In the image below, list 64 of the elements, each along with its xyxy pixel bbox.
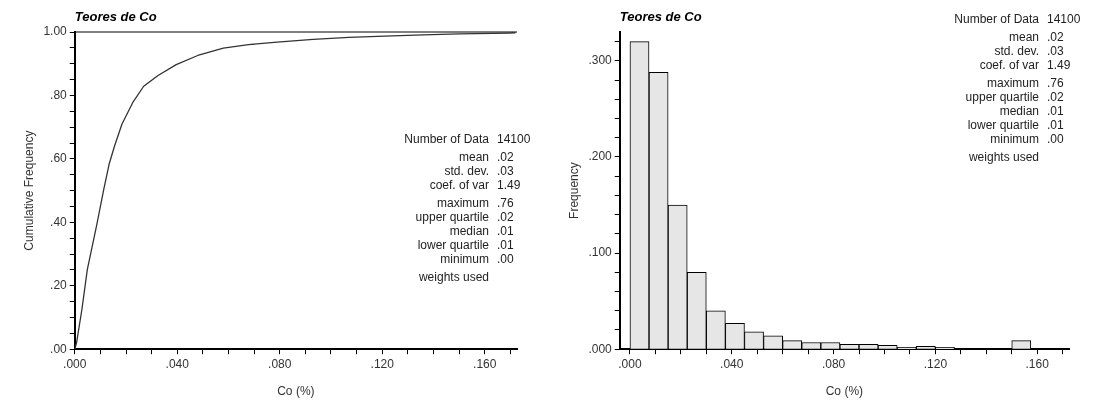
x-tick-label: .000 [63,356,87,371]
annotation: mean [458,150,489,165]
annotation: Number of Data [404,132,490,147]
y-tick-label: .300 [588,53,613,68]
chart-title: Teores de Co [74,9,157,25]
annotation: weights used [967,150,1039,165]
x-tick-label: .040 [720,356,744,371]
x-tick-label: .000 [618,356,642,371]
y-tick-label: .80 [50,87,68,102]
y-tick-label: .100 [588,245,613,260]
annotation: .76 [1047,76,1065,91]
x-tick-label: .120 [370,356,395,371]
text: Number of Data [954,12,1040,27]
y-tick-label: .00 [50,341,68,356]
annotation: minimum [990,132,1039,147]
x-axis-title: Co (%) [825,384,864,399]
annotation: coef. of var [979,58,1039,73]
y-tick-label: .40 [50,214,68,229]
annotation: maximum [986,76,1039,91]
y-axis-title: Frequency [566,162,581,219]
annotation: .01 [1047,104,1065,119]
annotation: median [999,104,1039,119]
y-axis-title: Cumulative Frequency [21,130,36,251]
annotation: .76 [497,196,515,211]
annotation: .01 [1047,118,1065,133]
x-tick-label: .080 [821,356,846,371]
chart-title: Teores de Co [619,9,702,25]
annotation: 14100 [497,132,531,147]
annotation: 1.49 [497,178,521,193]
y-tick-label: .200 [588,149,613,164]
x-axis-title: Co (%) [277,384,315,399]
x-tick-label: .160 [473,356,497,371]
annotation: .03 [1047,44,1065,59]
annotation: lower quartile [967,118,1040,133]
y-tick-label: .20 [50,278,68,293]
annotation: .00 [497,252,515,267]
annotation: 1.49 [1047,58,1071,73]
annotation: std. dev. [444,164,489,179]
annotation: minimum [440,252,489,267]
x-tick-label: .040 [165,356,190,371]
y-tick-label: .000 [588,341,613,356]
annotation: lower quartile [417,238,490,253]
annotation: upper quartile [965,90,1040,105]
annotation: weights used [417,270,489,285]
annotation: .00 [1047,132,1065,147]
annotation: upper quartile [415,210,490,225]
annotation: std. dev. [994,44,1039,59]
annotation: mean [1008,30,1039,45]
x-tick-label: .080 [268,356,292,371]
annotation: .02 [1047,90,1065,105]
text: 14100 [1047,12,1081,27]
annotation: .02 [497,210,515,225]
y-tick-label: 1.00 [43,24,68,39]
annotation: .03 [497,164,515,179]
annotation: coef. of var [429,178,489,193]
annotation: median [449,224,489,239]
x-tick-label: .160 [1025,356,1050,371]
annotation: .01 [497,238,515,253]
annotation: maximum [436,196,489,211]
y-tick-label: .60 [50,151,68,166]
annotation: .02 [497,150,515,165]
x-tick-label: .120 [923,356,948,371]
annotation: .01 [497,224,515,239]
annotation: .02 [1047,30,1065,45]
